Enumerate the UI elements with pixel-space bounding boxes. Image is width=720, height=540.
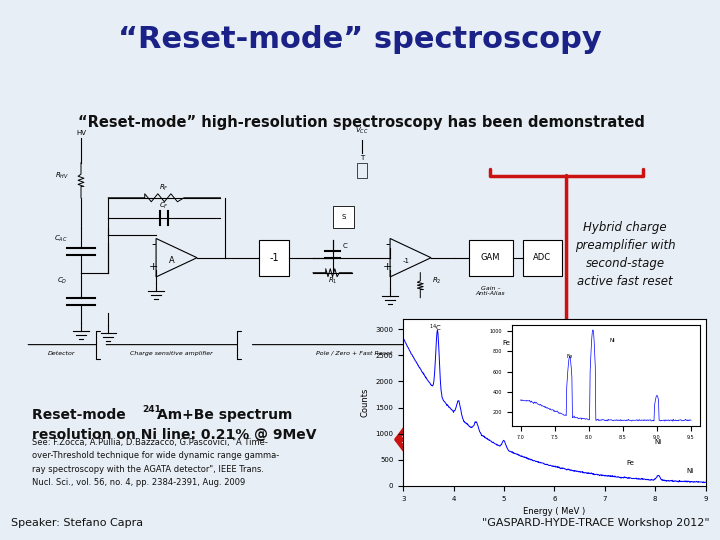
Text: -: - xyxy=(385,238,390,251)
Text: Ni: Ni xyxy=(654,439,662,445)
Text: S: S xyxy=(341,214,346,220)
Text: $R_F$: $R_F$ xyxy=(159,183,168,193)
Text: 241: 241 xyxy=(143,405,161,414)
Text: Charge sensitive amplifier: Charge sensitive amplifier xyxy=(130,350,213,356)
Text: Pole / Zero + Fast Reset: Pole / Zero + Fast Reset xyxy=(316,350,392,356)
Text: Speaker: Stefano Capra: Speaker: Stefano Capra xyxy=(11,518,143,529)
Text: $R_1$: $R_1$ xyxy=(328,276,337,286)
Text: Fe: Fe xyxy=(503,340,510,346)
Text: T: T xyxy=(360,155,364,161)
Text: $C_F$: $C_F$ xyxy=(159,201,168,211)
Text: -: - xyxy=(151,238,156,251)
Text: A: A xyxy=(168,256,174,265)
Text: $R_{HV}$: $R_{HV}$ xyxy=(55,171,69,181)
Text: $C_{AC}$: $C_{AC}$ xyxy=(54,234,68,244)
Text: Fe: Fe xyxy=(626,460,634,466)
Text: Reset-mode: Reset-mode xyxy=(32,408,131,422)
Text: Gain –
Anti-Alias: Gain – Anti-Alias xyxy=(476,286,505,296)
Text: HV: HV xyxy=(76,130,86,136)
Text: Detector: Detector xyxy=(48,350,76,356)
Bar xyxy=(523,240,562,276)
Text: ADC: ADC xyxy=(533,253,552,262)
Text: -1: -1 xyxy=(269,253,279,263)
Text: +: + xyxy=(382,262,392,272)
Text: $R_2$: $R_2$ xyxy=(432,276,441,286)
Text: "GASPARD-HYDE-TRACE Workshop 2012": "GASPARD-HYDE-TRACE Workshop 2012" xyxy=(482,518,709,529)
Text: Am+Be spectrum: Am+Be spectrum xyxy=(157,408,292,422)
Text: -1: -1 xyxy=(402,258,409,264)
Text: Ni: Ni xyxy=(687,468,694,474)
Text: “Reset-mode” spectroscopy: “Reset-mode” spectroscopy xyxy=(118,25,602,53)
Text: +: + xyxy=(148,262,158,272)
Text: GAM: GAM xyxy=(481,253,500,262)
Y-axis label: Counts: Counts xyxy=(361,388,370,417)
Text: resolution on Ni line: 0.21% @ 9MeV: resolution on Ni line: 0.21% @ 9MeV xyxy=(32,428,317,442)
Text: “Reset-mode” high-resolution spectroscopy has been demonstrated: “Reset-mode” high-resolution spectroscop… xyxy=(78,115,645,130)
Text: $C_D$: $C_D$ xyxy=(57,276,68,286)
Bar xyxy=(259,240,289,276)
Text: $V_{CC}$: $V_{CC}$ xyxy=(355,126,369,136)
Bar xyxy=(333,206,354,228)
Bar xyxy=(469,240,513,276)
Text: C: C xyxy=(342,242,347,249)
Text: See: F.Zocca, A.Pullia, D.Bazzacco, G.Pascovici, "A Time-
over-Threshold techniq: See: F.Zocca, A.Pullia, D.Bazzacco, G.Pa… xyxy=(32,438,279,487)
X-axis label: Energy ( MeV ): Energy ( MeV ) xyxy=(523,507,585,516)
Text: Hybrid charge
preamplifier with
second-stage
active fast reset: Hybrid charge preamplifier with second-s… xyxy=(575,221,675,288)
Text: $^{14}$C: $^{14}$C xyxy=(430,323,442,334)
